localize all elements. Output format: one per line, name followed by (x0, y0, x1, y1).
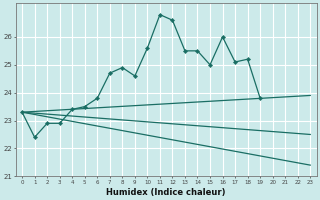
X-axis label: Humidex (Indice chaleur): Humidex (Indice chaleur) (107, 188, 226, 197)
